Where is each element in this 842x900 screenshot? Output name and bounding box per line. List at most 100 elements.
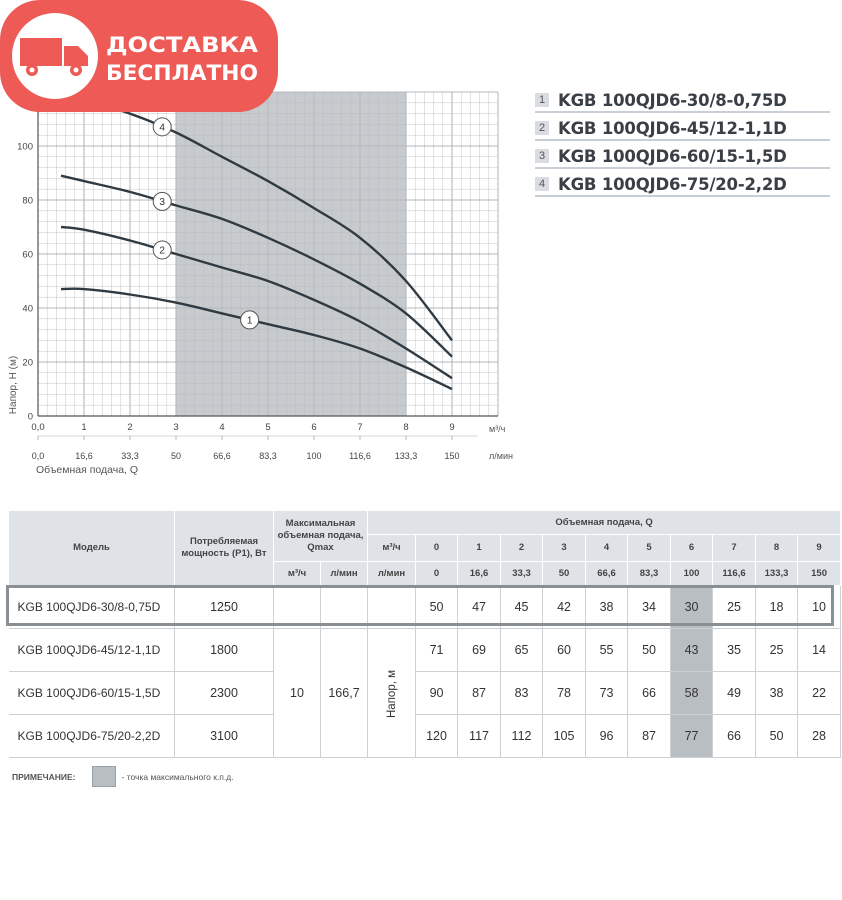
head-value: 38 bbox=[755, 671, 799, 715]
table-row: KGB 100QJD6-60/15-1,5D 2300 90 87 83 78 … bbox=[8, 671, 842, 715]
x-tick-label-lmin: 66,6 bbox=[213, 451, 231, 461]
head-value: 50 bbox=[627, 628, 672, 672]
flow-lmin-1: 16,6 bbox=[457, 561, 502, 586]
curve-marker-label: 4 bbox=[159, 122, 165, 133]
curve-marker-4 bbox=[152, 117, 172, 137]
x-tick-label: 7 bbox=[357, 422, 362, 433]
legend-label: KGB 100QJD6-60/15-1,5D bbox=[558, 146, 787, 166]
flow-m3h-3: 3 bbox=[542, 534, 587, 562]
flow-m3h-1: 1 bbox=[457, 534, 502, 562]
head-value: 45 bbox=[500, 585, 544, 629]
table-row: KGB 100QJD6-45/12-1,1D 1800 10 166,7 Нап… bbox=[8, 628, 842, 758]
flow-m3h-8: 8 bbox=[755, 534, 799, 562]
row-power: 3100 bbox=[174, 714, 274, 758]
legend-item: 2 KGB 100QJD6-45/12-1,1D bbox=[535, 118, 830, 141]
head-value: 71 bbox=[415, 628, 459, 672]
flow-lmin-4: 66,6 bbox=[585, 561, 629, 586]
legend-number: 3 bbox=[535, 149, 549, 163]
x-unit-bottom: л/мин bbox=[489, 451, 513, 461]
row-power: 2300 bbox=[174, 671, 274, 715]
header-qmax: Максимальная объемная подача, Qmax bbox=[272, 510, 369, 562]
y-tick-label: 0 bbox=[28, 412, 33, 423]
pump-curve-chart: 1 2 3 4 0 20 40 60 80 100 0,0 1 2 3 4 5 6 7 8 9 0,0 16,6 33,3… bbox=[8, 90, 513, 476]
curve-markers: 1 2 3 4 bbox=[152, 117, 260, 330]
badge-line2: БЕСПЛАТНО bbox=[106, 61, 258, 85]
x-tick-label: 8 bbox=[403, 422, 408, 433]
flow-m3h-2: 2 bbox=[500, 534, 544, 562]
flow-lmin-2: 33,3 bbox=[500, 561, 544, 586]
row-model: KGB 100QJD6-30/8-0,75D bbox=[8, 585, 175, 629]
header-flow: Объемная подача, Q bbox=[367, 510, 842, 535]
head-value: 49 bbox=[712, 671, 757, 715]
legend-label: KGB 100QJD6-30/8-0,75D bbox=[558, 90, 787, 110]
chart-axes bbox=[37, 92, 498, 417]
head-value: 38 bbox=[585, 585, 629, 629]
head-value-max-eff: 30 bbox=[670, 585, 714, 629]
head-value: 60 bbox=[542, 628, 587, 672]
head-value: 87 bbox=[627, 714, 672, 758]
x-tick-label: 0,0 bbox=[31, 422, 44, 433]
head-value: 42 bbox=[542, 585, 587, 629]
flow-m3h-9: 9 bbox=[797, 534, 842, 562]
curve-marker-label: 2 bbox=[159, 245, 165, 256]
head-value-max-eff: 43 bbox=[670, 628, 714, 672]
header-power: Потребляемая мощность (P1), Вт bbox=[174, 510, 274, 586]
row-empty bbox=[273, 585, 321, 629]
head-value: 25 bbox=[755, 628, 799, 672]
x-tick-label: 1 bbox=[81, 422, 86, 433]
legend-number: 1 bbox=[535, 93, 549, 107]
head-value: 69 bbox=[457, 628, 502, 672]
flow-m3h-7: 7 bbox=[712, 534, 757, 562]
legend-item: 3 KGB 100QJD6-60/15-1,5D bbox=[535, 146, 830, 169]
curve-marker-3 bbox=[152, 191, 172, 211]
curve-marker-2 bbox=[152, 240, 172, 260]
row-empty bbox=[320, 585, 369, 629]
head-value: 120 bbox=[415, 714, 459, 758]
head-value: 112 bbox=[500, 714, 544, 758]
x-tick-label: 3 bbox=[173, 422, 178, 433]
head-value-max-eff: 58 bbox=[670, 671, 714, 715]
row-model: KGB 100QJD6-45/12-1,1D bbox=[8, 628, 175, 672]
header-model: Модель bbox=[8, 510, 175, 586]
flow-m3h-5: 5 bbox=[627, 534, 672, 562]
qmax-lmin: 166,7 bbox=[320, 628, 369, 758]
header-unit-lmin: л/мин bbox=[367, 561, 417, 586]
head-value: 34 bbox=[627, 585, 672, 629]
curve-2 bbox=[60, 225, 453, 380]
x-tick-label: 5 bbox=[265, 422, 270, 433]
performance-table: Модель Потребляемая мощность (P1), Вт Ма… bbox=[8, 510, 842, 758]
x-tick-label-lmin: 150 bbox=[444, 451, 459, 461]
head-value: 55 bbox=[585, 628, 629, 672]
curve-marker-label: 1 bbox=[247, 315, 253, 326]
flow-m3h-6: 6 bbox=[670, 534, 714, 562]
row-power: 1250 bbox=[174, 585, 274, 629]
head-value: 96 bbox=[585, 714, 629, 758]
head-value: 66 bbox=[712, 714, 757, 758]
flow-lmin-6: 100 bbox=[670, 561, 714, 586]
head-value: 50 bbox=[755, 714, 799, 758]
head-value: 10 bbox=[797, 585, 842, 629]
head-value: 66 bbox=[627, 671, 672, 715]
x-unit-top: м³/ч bbox=[489, 424, 506, 434]
curve-marker-1 bbox=[240, 310, 260, 330]
flow-lmin-0: 0 bbox=[415, 561, 459, 586]
head-value: 22 bbox=[797, 671, 842, 715]
row-power: 1800 bbox=[174, 628, 274, 672]
head-value: 35 bbox=[712, 628, 757, 672]
head-value: 50 bbox=[415, 585, 459, 629]
row-model: KGB 100QJD6-75/20-2,2D bbox=[8, 714, 175, 758]
head-label: Напор, м bbox=[367, 628, 416, 758]
head-value: 87 bbox=[457, 671, 502, 715]
qmax-unit-lmin: л/мин bbox=[319, 561, 369, 586]
x-tick-label-lmin: 33,3 bbox=[121, 451, 139, 461]
row-empty bbox=[367, 585, 417, 629]
row-model: KGB 100QJD6-60/15-1,5D bbox=[8, 671, 175, 715]
qmax-m3h: 10 bbox=[273, 628, 321, 758]
head-value-max-eff: 77 bbox=[670, 714, 714, 758]
note-text: - точка максимального к.п.д. bbox=[121, 771, 234, 782]
head-value: 90 bbox=[415, 671, 459, 715]
curve-marker-label: 3 bbox=[159, 197, 165, 208]
flow-lmin-3: 50 bbox=[542, 561, 587, 586]
x-tick-label-lmin: 116,6 bbox=[349, 451, 371, 461]
efficiency-zone bbox=[176, 92, 406, 416]
